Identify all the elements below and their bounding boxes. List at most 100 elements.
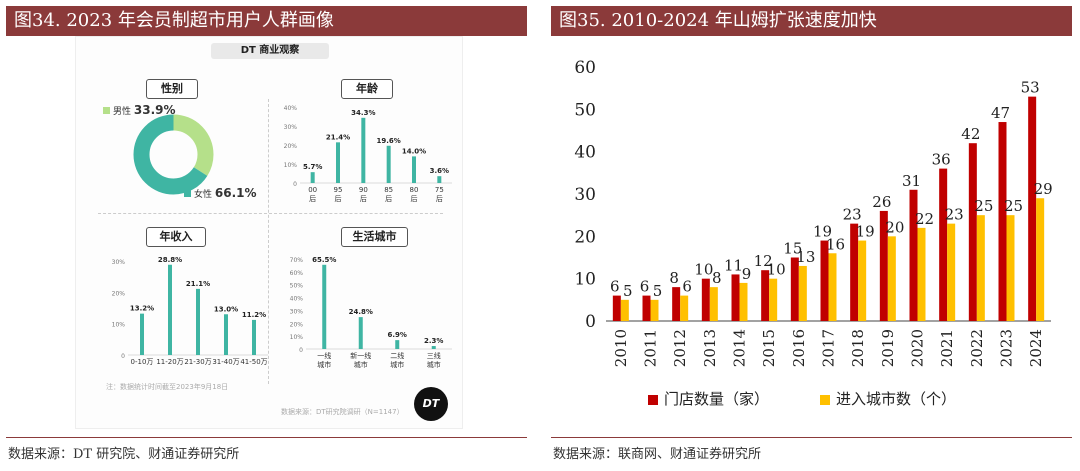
female-swatch: [184, 190, 191, 197]
age-ytick: 10%: [284, 162, 298, 169]
legend-stores-label: 门店数量（家）: [664, 390, 770, 408]
store-count-label: 11: [724, 256, 743, 274]
age-category-label: 后: [360, 194, 367, 203]
section-divider-horizontal: [98, 213, 443, 214]
x-tick-label: 2019: [879, 329, 897, 367]
store-count-label: 15: [783, 240, 802, 258]
persona-infographic: DT 商业观察 性别 男性 33.9% 女性 66.1% 年龄 0 10% 20% 3…: [75, 36, 463, 429]
city-category-label: 城市: [427, 360, 441, 369]
store-count-label: 6: [610, 278, 620, 296]
income-value-label: 28.8%: [158, 256, 182, 264]
age-bar-chart: 010%20%30%40%5.7%00后21.4%95后34.3%90后19.6…: [284, 105, 452, 203]
city-category-label: 城市: [354, 360, 368, 369]
city-count-bar: [798, 265, 807, 321]
city-section-title: 生活城市: [341, 227, 408, 247]
income-value-label: 13.0%: [214, 305, 238, 313]
city-ytick: 70%: [290, 257, 304, 264]
age-bar: [310, 172, 315, 183]
legend-male: 男性 33.9%: [103, 103, 176, 117]
age-category-label: 00: [308, 186, 317, 194]
left-figure-title: 图34. 2023 年会员制超市用户人群画像: [6, 6, 527, 36]
x-tick-label: 2014: [731, 329, 749, 367]
city-category-label: 三线: [427, 351, 441, 360]
legend-male-value: 33.9%: [133, 103, 176, 117]
left-bottom-rule: [6, 437, 527, 438]
gender-section-title: 性别: [146, 79, 198, 99]
city-count-label: 23: [945, 206, 964, 224]
income-ytick: 20%: [112, 290, 126, 297]
section-divider-vertical: [268, 99, 269, 384]
city-count-label: 10: [767, 261, 786, 279]
age-category-label: 75: [435, 186, 444, 194]
city-count-bar: [709, 287, 718, 321]
store-count-label: 47: [991, 104, 1010, 122]
legend-cities-swatch: [820, 395, 830, 405]
store-count-label: 8: [669, 269, 679, 287]
city-value-label: 65.5%: [312, 256, 336, 264]
age-bar: [361, 117, 366, 183]
income-bar: [252, 319, 256, 355]
store-count-bar: [939, 168, 948, 321]
city-ytick: 50%: [290, 283, 304, 290]
income-value-label: 13.2%: [130, 305, 154, 313]
age-value-label: 3.6%: [430, 167, 449, 175]
store-count-bar: [968, 143, 977, 321]
income-section-title: 年收入: [146, 227, 206, 247]
store-count-bar: [612, 295, 621, 321]
age-category-label: 后: [385, 194, 392, 203]
age-category-label: 85: [384, 186, 393, 194]
age-category-label: 后: [436, 194, 443, 203]
x-tick-label: 2017: [820, 329, 838, 367]
y-tick-label: 0: [585, 312, 596, 332]
x-tick-label: 2022: [968, 329, 986, 367]
city-count-bar: [680, 295, 689, 321]
city-count-bar: [828, 253, 837, 321]
city-count-label: 16: [826, 235, 845, 253]
store-count-label: 36: [932, 151, 951, 169]
city-count-label: 6: [682, 278, 692, 296]
store-count-label: 12: [754, 252, 773, 270]
y-tick-label: 20: [574, 227, 596, 247]
left-source: 数据来源：DT 研究院、财通证券研究所: [8, 447, 240, 462]
city-category-label: 城市: [390, 360, 404, 369]
age-value-label: 19.6%: [377, 137, 401, 145]
y-tick-label: 30: [574, 185, 596, 205]
income-bar: [140, 313, 144, 355]
x-tick-label: 2011: [642, 329, 660, 367]
age-value-label: 34.3%: [351, 109, 375, 117]
age-bar: [437, 176, 442, 183]
city-count-label: 9: [742, 265, 752, 283]
city-count-bar: [1006, 215, 1015, 321]
city-value-label: 2.3%: [424, 337, 443, 345]
age-category-label: 90: [359, 186, 368, 194]
store-count-bar: [672, 287, 681, 321]
income-value-label: 11.2%: [242, 311, 266, 319]
city-ytick: 60%: [290, 270, 304, 277]
income-ytick: 30%: [112, 259, 126, 266]
age-value-label: 5.7%: [303, 163, 322, 171]
x-tick-label: 2013: [701, 329, 719, 367]
city-count-label: 22: [915, 210, 934, 228]
income-category-label: 11-20万: [156, 358, 183, 366]
age-ytick: 20%: [284, 143, 298, 150]
age-ytick: 40%: [284, 105, 298, 112]
city-count-bar: [739, 282, 748, 321]
right-bottom-rule: [551, 437, 1072, 438]
city-count-bar: [1036, 198, 1045, 321]
city-category-label: 二线: [390, 351, 404, 360]
store-count-label: 10: [694, 261, 713, 279]
store-count-bar: [731, 274, 740, 321]
y-tick-label: 40: [574, 143, 596, 163]
city-count-bar: [769, 278, 778, 321]
x-tick-label: 2016: [790, 329, 808, 367]
city-value-label: 24.8%: [349, 308, 373, 316]
city-value-label: 6.9%: [388, 331, 407, 339]
donut-slice-female: [133, 114, 214, 195]
store-count-bar: [1028, 96, 1037, 321]
age-category-label: 95: [334, 186, 343, 194]
income-bar: [168, 264, 172, 355]
store-count-label: 19: [813, 223, 832, 241]
legend-female-label: 女性: [194, 190, 213, 200]
income-category-label: 31-40万: [212, 358, 239, 366]
